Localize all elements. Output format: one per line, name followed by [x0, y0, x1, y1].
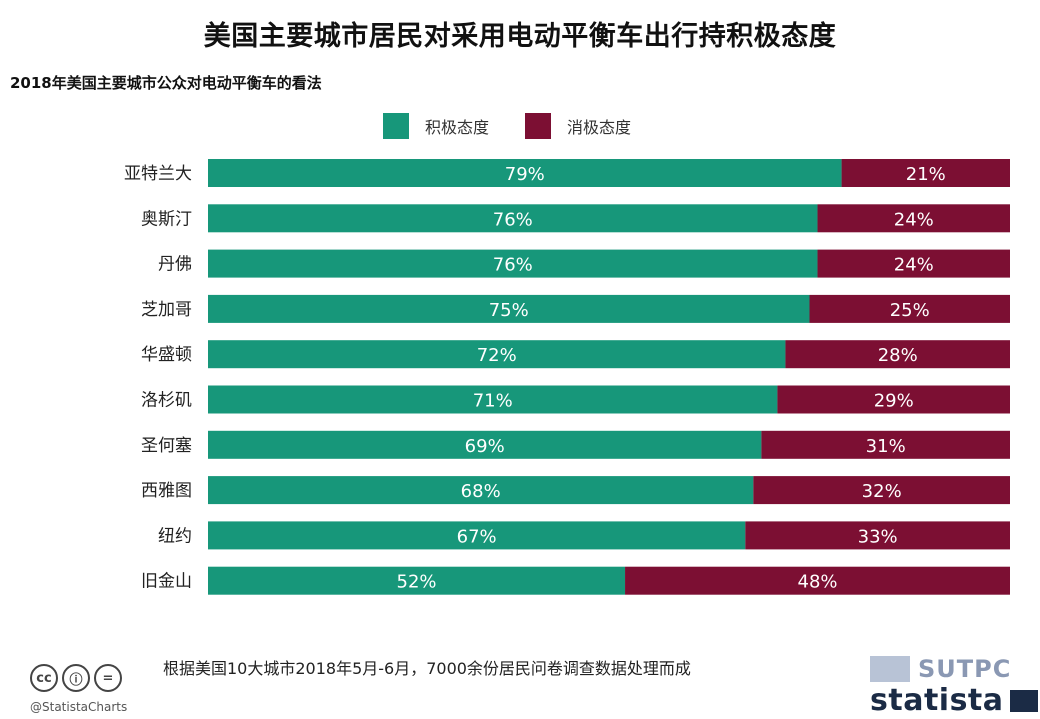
statista-handle: @StatistaCharts [30, 700, 128, 714]
bar-negative [809, 294, 1010, 323]
category-label: 奥斯汀 [141, 209, 192, 229]
data-label-negative: 21% [906, 164, 946, 185]
bar-positive [208, 521, 746, 550]
sutpc-logo-text: SUTPC [918, 655, 1012, 683]
data-label-positive: 79% [505, 164, 545, 185]
data-label-negative: 29% [874, 391, 914, 412]
data-label-negative: 48% [798, 572, 838, 593]
bar-negative [817, 204, 1010, 233]
data-label-negative: 32% [862, 481, 902, 502]
bar-positive [208, 294, 810, 323]
legend-label-negative: 消极态度 [567, 118, 632, 137]
chart-title: 美国主要城市居民对采用电动平衡车出行持积极态度 [203, 21, 837, 52]
data-label-positive: 75% [489, 300, 529, 321]
data-label-negative: 24% [894, 209, 934, 230]
category-label: 旧金山 [141, 572, 192, 592]
data-label-negative: 25% [890, 300, 930, 321]
bar-negative [785, 340, 1010, 369]
category-label: 洛杉矶 [141, 391, 192, 411]
bar-negative [817, 249, 1010, 278]
license-icons: cc ⓘ = [30, 664, 122, 692]
data-label-negative: 24% [894, 255, 934, 276]
data-label-positive: 72% [477, 345, 517, 366]
source-note: 根据美国10大城市2018年5月-6月，7000余份居民问卷调查数据处理而成 [163, 659, 691, 678]
bar-positive [208, 249, 818, 278]
bar-negative [745, 521, 1010, 550]
data-label-positive: 67% [457, 526, 497, 547]
sutpc-logo: SUTPC [870, 655, 1011, 683]
data-label-positive: 68% [461, 481, 501, 502]
data-label-positive: 76% [493, 209, 533, 230]
bar-positive [208, 340, 786, 369]
data-label-positive: 52% [397, 572, 437, 593]
bar-negative [753, 476, 1010, 505]
attribution-icon: ⓘ [62, 664, 90, 692]
legend: 积极态度 消极态度 [383, 113, 667, 139]
category-label: 纽约 [158, 526, 192, 546]
bar-positive [208, 159, 842, 187]
cc-icon: cc [30, 664, 58, 692]
category-label: 华盛顿 [141, 345, 192, 365]
bar-positive [208, 430, 762, 459]
bar-positive [208, 204, 818, 233]
chart-subtitle: 2018年美国主要城市公众对电动平衡车的看法 [10, 74, 322, 92]
statista-logo-text: statista [870, 683, 1004, 718]
legend-item-negative: 消极态度 [525, 113, 631, 139]
legend-swatch-negative [525, 113, 552, 139]
statista-logo: statista [870, 683, 1038, 718]
bar-positive [208, 476, 754, 505]
bar-positive [208, 566, 626, 595]
no-derivatives-icon: = [94, 664, 122, 692]
bar-negative [625, 566, 1010, 595]
category-label: 芝加哥 [141, 300, 192, 320]
bar-negative [777, 385, 1010, 414]
legend-item-positive: 积极态度 [383, 113, 489, 139]
data-label-negative: 33% [858, 526, 898, 547]
statista-mark-icon [1009, 689, 1038, 712]
data-label-negative: 31% [866, 436, 906, 457]
bar-negative [761, 430, 1010, 459]
legend-swatch-positive [383, 113, 409, 139]
category-label: 西雅图 [141, 481, 192, 501]
legend-label-positive: 积极态度 [425, 118, 490, 137]
bar-positive [208, 385, 778, 414]
sutpc-flag-icon [870, 656, 910, 682]
data-label-positive: 69% [465, 436, 505, 457]
data-label-negative: 28% [878, 345, 918, 366]
category-label: 圣何塞 [141, 436, 192, 456]
category-label: 丹佛 [158, 255, 192, 275]
data-label-positive: 71% [473, 391, 513, 412]
data-label-positive: 76% [493, 255, 533, 276]
category-label: 亚特兰大 [124, 164, 192, 184]
bar-negative [841, 159, 1010, 187]
bar-chart: 亚特兰大 79% 21% 奥斯汀 76% 24% 丹佛 76% 24% 芝加哥 75% 25% 华盛顿 7… [124, 159, 1010, 595]
